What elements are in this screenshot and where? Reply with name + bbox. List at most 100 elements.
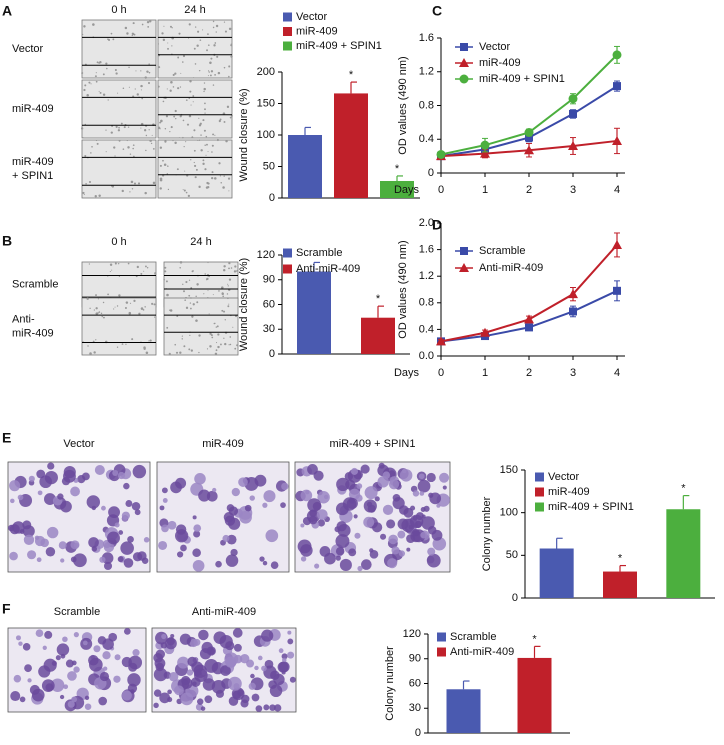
cell-speck: [98, 311, 101, 313]
cell-speck: [131, 34, 133, 37]
y-tick-label: 60: [263, 298, 275, 310]
colony-cell: [131, 501, 141, 511]
colony-cell: [201, 641, 213, 654]
legend-label: miR-409 + SPIN1: [296, 40, 382, 52]
cell-speck: [229, 343, 232, 346]
cell-speck: [95, 139, 98, 142]
colony-cell: [67, 671, 77, 681]
colony-cell: [9, 551, 18, 561]
marker: [436, 336, 446, 346]
colony-cell: [427, 547, 436, 556]
colony-cell: [248, 682, 256, 690]
cell-speck: [99, 60, 102, 64]
cell-speck: [166, 326, 169, 329]
colony-cell: [417, 479, 431, 493]
cell-speck: [117, 263, 120, 265]
cell-speck: [222, 268, 226, 272]
cell-speck: [212, 26, 215, 29]
cell-speck: [223, 21, 226, 23]
colony-cell: [261, 665, 267, 672]
cell-speck: [140, 272, 143, 275]
colony-cell: [174, 685, 184, 696]
colony-cell: [130, 689, 135, 694]
cell-speck: [118, 139, 121, 142]
colony-cell: [261, 629, 274, 642]
cell-speck: [144, 76, 148, 79]
cell-speck: [100, 312, 103, 315]
colony-cell: [225, 554, 239, 567]
cell-speck: [117, 129, 121, 132]
cell-speck: [198, 124, 202, 127]
colony-cell: [192, 515, 197, 520]
cell-speck: [169, 89, 172, 92]
cell-speck: [82, 33, 84, 35]
cell-speck: [140, 127, 142, 129]
bar: [288, 135, 322, 198]
cell-speck: [172, 139, 174, 142]
cell-speck: [136, 265, 139, 269]
bar: [334, 93, 368, 198]
colony-cell: [127, 683, 138, 693]
cell-speck: [205, 186, 209, 189]
cell-speck: [174, 109, 177, 113]
cell-speck: [191, 136, 194, 138]
cell-speck: [214, 73, 216, 76]
cell-speck: [173, 115, 176, 118]
panel-letter: A: [2, 3, 12, 19]
cell-speck: [195, 295, 197, 298]
cell-speck: [190, 104, 192, 106]
colony-cell: [357, 565, 363, 572]
cell-speck: [109, 270, 111, 273]
colony-cell: [158, 540, 168, 550]
colony-cell: [255, 705, 263, 712]
colony-cell: [28, 475, 35, 482]
bar: [666, 509, 701, 598]
cell-speck: [228, 75, 230, 78]
cell-speck: [125, 343, 127, 345]
colony-cell: [167, 697, 173, 703]
cell-speck: [166, 88, 168, 90]
marker: [525, 323, 533, 332]
cell-speck: [203, 129, 206, 132]
cell-speck: [190, 297, 192, 299]
cell-speck: [118, 275, 120, 277]
colony-cell: [112, 469, 119, 477]
colony-cell: [56, 643, 70, 656]
cell-speck: [193, 149, 196, 152]
colony-cell: [335, 534, 350, 549]
cell-speck: [230, 267, 233, 269]
colony-cell: [128, 662, 138, 672]
colony-cell: [77, 475, 86, 484]
colony-cell: [9, 524, 20, 535]
cell-speck: [174, 72, 177, 75]
colony-cell: [120, 541, 134, 555]
colony-cell: [222, 534, 230, 542]
colony-cell: [355, 494, 363, 502]
cell-speck: [133, 155, 135, 158]
cell-speck: [128, 66, 130, 69]
cell-speck: [217, 71, 221, 75]
colony-cell: [193, 530, 201, 538]
cell-speck: [222, 186, 225, 189]
colony-cell: [215, 689, 224, 698]
cell-speck: [105, 129, 107, 131]
colony-cell: [102, 651, 111, 660]
legend-swatch: [283, 264, 292, 274]
cell-speck: [154, 272, 157, 275]
cell-speck: [211, 336, 214, 339]
y-axis-label: OD values (490 nm): [397, 56, 409, 154]
cell-speck: [96, 142, 99, 145]
cell-speck: [148, 129, 150, 131]
cell-speck: [133, 182, 137, 185]
cell-speck: [113, 308, 115, 310]
cell-speck: [95, 294, 97, 296]
cell-speck: [180, 72, 182, 74]
colony-cell: [13, 674, 22, 683]
panel-letter: B: [2, 233, 12, 249]
colony-cell: [308, 515, 318, 525]
cell-speck: [168, 352, 171, 355]
legend-label: Scramble: [450, 631, 496, 643]
colony-cell: [141, 557, 149, 564]
colony-cell: [442, 485, 447, 490]
wound-image: [81, 297, 157, 356]
